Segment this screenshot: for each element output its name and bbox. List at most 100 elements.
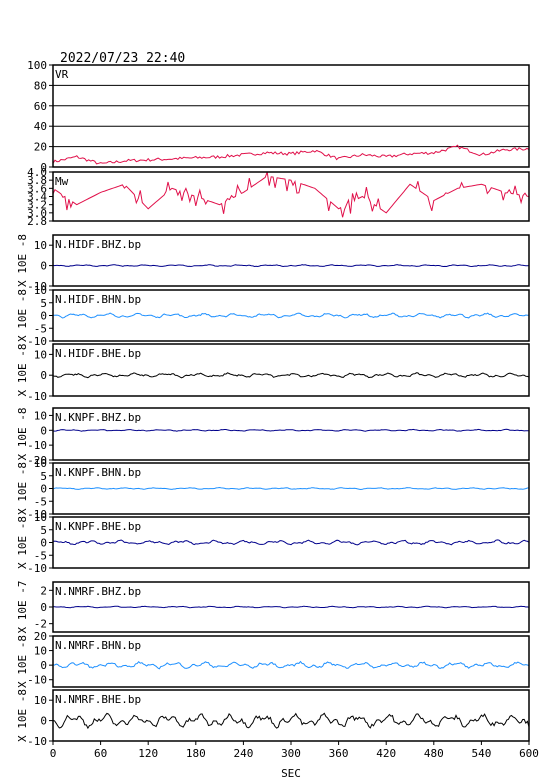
- x-tick-label: 600: [519, 747, 539, 760]
- mw-series-line: [52, 171, 530, 218]
- y-tick-label: 3.8: [27, 174, 47, 187]
- x-tick-label: 420: [376, 747, 396, 760]
- panel-3: [49, 289, 530, 342]
- y-tick-label: 10: [34, 239, 47, 252]
- y-tick-label: 10: [34, 284, 47, 297]
- y-tick-label: 0: [40, 601, 47, 614]
- y-axis-label: X 10E -8: [16, 289, 29, 342]
- y-tick-label: 10: [34, 511, 47, 524]
- y-tick-label: -10: [27, 674, 47, 687]
- y-tick-label: -10: [27, 735, 47, 748]
- panel-frame: [52, 635, 530, 688]
- y-tick-label: 4.0: [27, 166, 47, 179]
- panel-title: N.KNPF.BHE.bp: [55, 520, 141, 533]
- panel-frame: [52, 64, 530, 168]
- panel-title: N.KNPF.BHN.bp: [55, 466, 141, 479]
- y-tick-label: 60: [34, 100, 47, 113]
- panel-8: [49, 581, 530, 633]
- waveform-line: [53, 312, 530, 319]
- x-axis-label: SEC: [281, 767, 301, 780]
- panel-9: [49, 635, 530, 688]
- y-tick-label: 0: [40, 537, 47, 550]
- panel-7: [49, 516, 530, 569]
- y-tick-label: 5: [40, 524, 47, 537]
- waveform-line: [52, 712, 530, 730]
- y-tick-label: 3.0: [27, 207, 47, 220]
- waveform-line: [52, 428, 529, 432]
- panel-title: VR: [55, 68, 69, 81]
- panel-1: [49, 171, 530, 222]
- x-tick-label: 180: [186, 747, 206, 760]
- panel-title: N.NMRF.BHE.bp: [55, 693, 141, 706]
- x-tick-label: 0: [50, 747, 57, 760]
- y-axis-label: X 10E -8: [16, 462, 29, 515]
- y-axis-label: X 10E -8: [16, 516, 29, 569]
- y-tick-label: 100: [27, 59, 47, 72]
- y-tick-label: 20: [34, 630, 47, 643]
- panel-title: N.HIDF.BHZ.bp: [55, 238, 141, 251]
- y-tick-label: -2: [34, 618, 47, 631]
- y-tick-label: 0: [40, 369, 47, 382]
- panel-frame: [52, 234, 530, 287]
- x-tick-label: 120: [138, 747, 158, 760]
- y-tick-label: 3.4: [27, 191, 47, 204]
- x-tick-label: 240: [233, 747, 253, 760]
- panel-2: [49, 234, 530, 287]
- y-axis-label: X 10E -8: [16, 689, 29, 742]
- y-tick-label: 0: [40, 715, 47, 728]
- panel-frame: [52, 407, 530, 461]
- timestamp-label: 2022/07/23 22:40: [60, 51, 185, 66]
- panel-4: [49, 343, 530, 397]
- waveform-line: [52, 264, 530, 268]
- panel-frame: [52, 343, 530, 397]
- y-tick-label: -10: [27, 280, 47, 293]
- y-tick-label: 0: [40, 659, 47, 672]
- y-tick-label: 0: [40, 161, 47, 174]
- y-axis-label: X 10E -8: [16, 408, 29, 461]
- waveform-line: [52, 605, 530, 609]
- y-tick-label: 20: [34, 141, 47, 154]
- panel-title: N.HIDF.BHE.bp: [55, 347, 141, 360]
- x-tick-label: 60: [94, 747, 107, 760]
- panel-5: [49, 407, 530, 461]
- y-tick-label: -5: [34, 495, 47, 508]
- y-tick-label: 10: [34, 457, 47, 470]
- y-tick-label: 2: [40, 584, 47, 597]
- y-axis-label: X 10E -8: [16, 344, 29, 397]
- panel-title: N.KNPF.BHZ.bp: [55, 411, 141, 424]
- x-tick-label: 540: [471, 747, 491, 760]
- y-tick-label: -10: [27, 508, 47, 521]
- y-axis-label: X 10E -8: [16, 635, 29, 688]
- panel-title: N.NMRF.BHZ.bp: [55, 585, 141, 598]
- y-tick-label: 10: [34, 645, 47, 658]
- y-tick-label: 2.8: [27, 215, 47, 228]
- x-tick-label: 480: [424, 747, 444, 760]
- y-tick-label: -5: [34, 549, 47, 562]
- y-tick-label: 5: [40, 470, 47, 483]
- y-axis-label: X 10E -8: [16, 234, 29, 287]
- y-axis-label: X 10E -7: [16, 581, 29, 634]
- panel-frame: [52, 171, 530, 222]
- y-tick-label: 40: [34, 120, 47, 133]
- y-tick-label: 5: [40, 297, 47, 310]
- y-tick-label: 10: [34, 694, 47, 707]
- panel-6: [49, 462, 530, 515]
- waveform-line: [52, 372, 530, 379]
- panel-title: Mw: [55, 175, 69, 188]
- vr-series-line: [52, 144, 530, 165]
- y-tick-label: 10: [34, 409, 47, 422]
- y-tick-label: -20: [27, 454, 47, 467]
- y-tick-label: 80: [34, 79, 47, 92]
- x-tick-label: 300: [281, 747, 301, 760]
- y-tick-label: 10: [34, 348, 47, 361]
- y-tick-label: 3.6: [27, 182, 47, 195]
- y-tick-label: -10: [27, 335, 47, 348]
- panel-title: N.HIDF.BHN.bp: [55, 293, 141, 306]
- waveform-line: [52, 539, 530, 546]
- y-tick-label: -10: [27, 439, 47, 452]
- waveform-line: [52, 486, 530, 491]
- y-tick-label: 0: [40, 424, 47, 437]
- y-tick-label: -10: [27, 390, 47, 403]
